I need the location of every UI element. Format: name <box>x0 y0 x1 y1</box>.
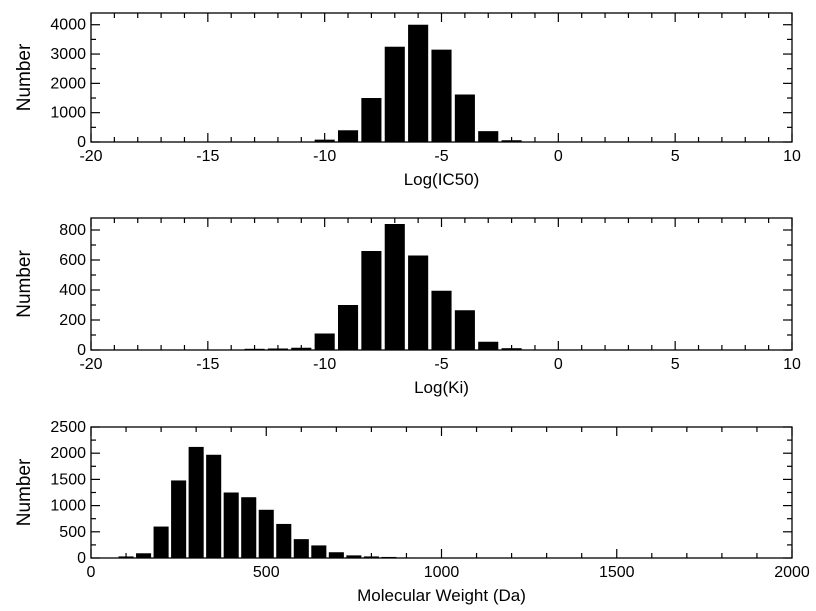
x-tick-label: -10 <box>313 148 336 165</box>
y-tick-label: 1000 <box>50 498 86 515</box>
histogram-bar <box>454 94 475 142</box>
y-tick-label: 2000 <box>50 75 86 92</box>
histogram-bar <box>361 98 382 142</box>
x-tick-label: 0 <box>87 564 96 581</box>
y-tick-label: 3000 <box>50 46 86 63</box>
x-tick-label: -20 <box>79 148 102 165</box>
y-tick-label: 600 <box>59 252 86 269</box>
x-tick-label: 10 <box>783 148 801 165</box>
x-tick-label: 0 <box>554 148 563 165</box>
x-tick-label: -15 <box>196 148 219 165</box>
x-tick-label: 1500 <box>599 564 635 581</box>
histogram-bar <box>454 310 475 350</box>
histogram-bar <box>408 255 429 350</box>
y-tick-label: 4000 <box>50 17 86 34</box>
x-tick-label: -5 <box>434 148 448 165</box>
y-axis-title: Number <box>14 458 35 526</box>
y-tick-label: 500 <box>59 524 86 541</box>
histogram-bar <box>431 290 452 350</box>
histogram-bar <box>223 492 239 558</box>
histogram-bar <box>188 446 204 558</box>
histogram-bar <box>206 454 222 558</box>
y-tick-label: 2000 <box>50 445 86 462</box>
x-tick-label: -10 <box>313 356 336 373</box>
histogram-bar <box>346 555 362 558</box>
histogram-bar <box>258 509 274 558</box>
histogram-bar <box>384 224 405 350</box>
histogram-bar <box>384 46 405 142</box>
x-tick-label: -5 <box>434 356 448 373</box>
y-tick-label: 800 <box>59 222 86 239</box>
x-axis-title: Molecular Weight (Da) <box>357 586 526 605</box>
histogram-bar <box>276 523 292 558</box>
histogram-bar <box>241 497 257 558</box>
histogram-panel-1: -20 -15 -10 -5 0 5 10 0 1000 2000 3000 4000 Log(IC50… <box>14 12 801 189</box>
histogram-bar <box>171 480 187 558</box>
histogram-bar <box>293 539 309 558</box>
y-tick-label: 400 <box>59 282 86 299</box>
x-tick-label: 5 <box>671 356 680 373</box>
histogram-bar <box>337 305 359 350</box>
y-tick-label: 2500 <box>50 419 86 436</box>
x-tick-label: 2000 <box>774 564 810 581</box>
y-tick-label: 0 <box>77 550 86 567</box>
x-tick-label: 500 <box>253 564 280 581</box>
x-tick-label: -15 <box>196 356 219 373</box>
histogram-bar <box>136 553 152 558</box>
x-tick-label: -20 <box>79 356 102 373</box>
histogram-panel-2: -20 -15 -10 -5 0 5 10 0 200 400 600 800 Log(Ki) Numbe… <box>14 217 801 397</box>
histogram-bar <box>153 526 169 558</box>
histogram-bar <box>478 131 499 142</box>
x-axis-title: Log(IC50) <box>404 170 480 189</box>
x-tick-label: 5 <box>671 148 680 165</box>
histogram-bar <box>337 130 359 142</box>
y-tick-label: 0 <box>77 134 86 151</box>
y-tick-label: 1000 <box>50 105 86 122</box>
histogram-panel-3: 0 500 1000 1500 2000 0 500 1000 1500 2000 2500 Mole… <box>14 419 810 605</box>
x-tick-label: 1000 <box>424 564 460 581</box>
x-tick-label: 10 <box>783 356 801 373</box>
x-tick-label: 0 <box>554 356 563 373</box>
histogram-bar <box>311 545 327 558</box>
y-axis-title: Number <box>14 250 35 318</box>
histogram-bar <box>361 251 382 350</box>
histogram-bar <box>408 24 429 143</box>
y-tick-label: 1500 <box>50 471 86 488</box>
y-tick-label: 0 <box>77 342 86 359</box>
y-tick-label: 200 <box>59 312 86 329</box>
y-axis-title: Number <box>14 43 35 111</box>
x-axis-title: Log(Ki) <box>414 378 469 397</box>
histogram-bar <box>431 49 452 142</box>
